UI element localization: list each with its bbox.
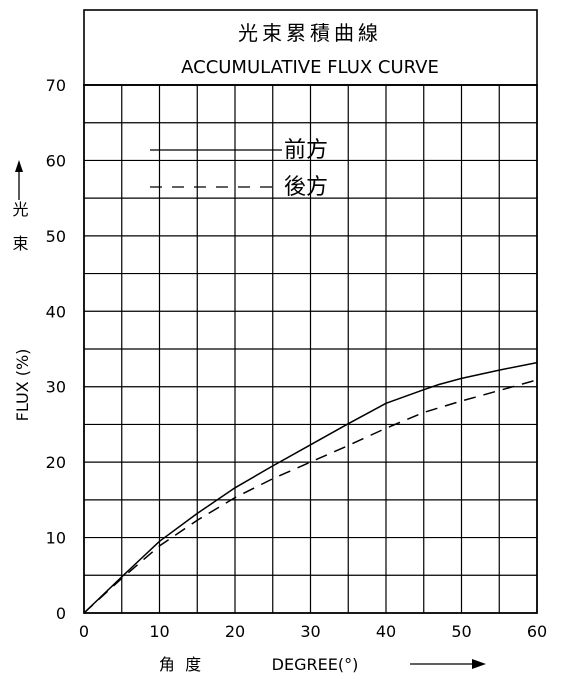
y-tick-labels: 0 10 20 30 40 50 60 70 xyxy=(46,76,66,623)
y-tick-label: 40 xyxy=(46,302,66,321)
legend-label-front: 前方 xyxy=(284,138,328,163)
y-tick-label: 50 xyxy=(46,227,66,246)
x-axis-arrowhead xyxy=(472,659,486,669)
y-tick-label: 20 xyxy=(46,453,66,472)
y-tick-label: 10 xyxy=(46,529,66,548)
y-tick-label: 0 xyxy=(56,604,66,623)
legend-label-back: 後方 xyxy=(284,175,328,200)
x-tick-label: 10 xyxy=(149,622,169,641)
chart-subtitle: ACCUMULATIVE FLUX CURVE xyxy=(181,57,439,78)
series-line-back xyxy=(83,379,538,614)
x-tick-label: 30 xyxy=(300,622,320,641)
y-axis-label-en: FLUX (%) xyxy=(13,349,32,422)
x-tick-labels: 0 10 20 30 40 50 60 xyxy=(79,622,547,641)
chart-title: 光束累積曲線 xyxy=(238,21,382,45)
y-axis-label-cn: 光束 xyxy=(10,201,29,269)
series-lines xyxy=(83,361,538,614)
legend: 前方 後方 xyxy=(150,138,328,200)
series-line-front xyxy=(83,361,538,614)
y-tick-label: 30 xyxy=(46,378,66,397)
x-tick-label: 50 xyxy=(451,622,471,641)
y-tick-label: 70 xyxy=(46,76,66,95)
x-tick-label: 40 xyxy=(376,622,396,641)
y-axis-arrowhead xyxy=(15,160,23,172)
x-tick-label: 0 xyxy=(79,622,89,641)
x-axis-label-cn: 角 度 xyxy=(159,655,201,674)
y-axis-label: 光束 FLUX (%) xyxy=(10,160,32,422)
x-tick-label: 60 xyxy=(527,622,547,641)
x-axis-label-en: DEGREE(°) xyxy=(272,655,359,674)
x-axis-label: 角 度 DEGREE(°) xyxy=(159,655,486,674)
x-tick-label: 20 xyxy=(225,622,245,641)
y-tick-label: 60 xyxy=(46,151,66,170)
grid xyxy=(84,85,537,613)
